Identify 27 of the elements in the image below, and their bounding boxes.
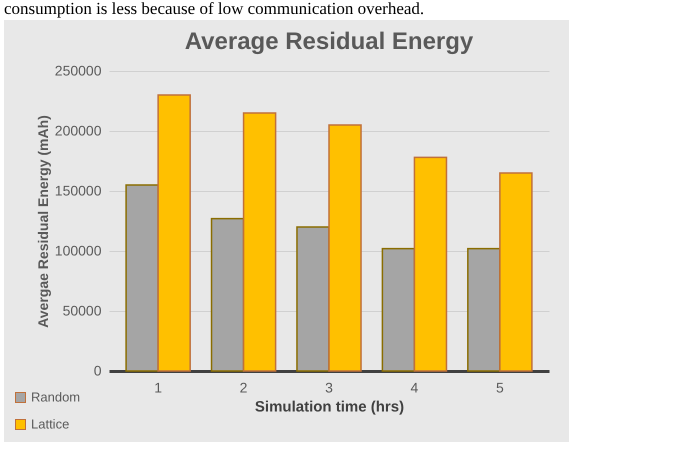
- x-tick-label: 4: [410, 380, 419, 396]
- text: consumption is less because of low communication overhead.: [3, 0, 426, 18]
- y-tick-label: 250000: [54, 62, 102, 78]
- x-axis-title: Simulation time (hrs): [254, 398, 404, 416]
- bar: [328, 124, 362, 372]
- y-tick-label: 150000: [54, 182, 102, 198]
- bar: [382, 248, 416, 372]
- bar: [157, 94, 191, 372]
- bar: [242, 112, 276, 372]
- bar: [414, 156, 448, 372]
- x-tick-label: 2: [240, 380, 248, 396]
- legend-label: Random: [31, 390, 80, 404]
- y-tick-label: 0: [94, 362, 102, 378]
- bar: [467, 248, 501, 372]
- y-tick-label: 200000: [54, 122, 102, 138]
- x-tick-label: 1: [154, 380, 162, 396]
- legend-label: Lattice: [31, 416, 70, 432]
- y-tick-label: 100000: [54, 242, 102, 258]
- chart-title: Average Residual Energy: [184, 28, 474, 55]
- bar: [296, 226, 330, 372]
- bar: [125, 184, 159, 372]
- y-tick-label: 50000: [62, 302, 102, 318]
- bar: [499, 172, 533, 372]
- bar: [210, 218, 244, 372]
- x-tick-label: 5: [496, 380, 504, 396]
- x-tick-label: 3: [325, 380, 334, 396]
- y-axis-title: Avergae Residual Energy (mAh): [34, 115, 51, 328]
